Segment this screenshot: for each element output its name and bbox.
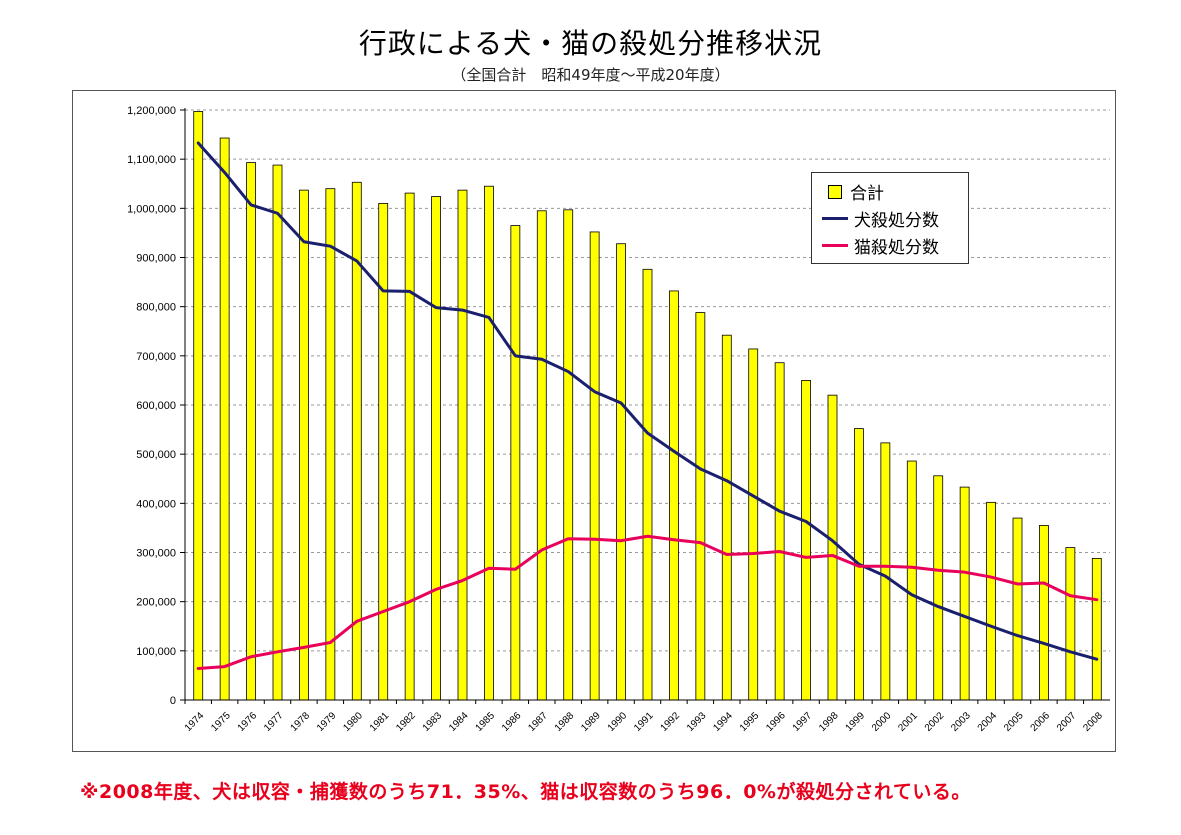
bar-total (404, 192, 415, 701)
legend-swatch-cat (822, 244, 848, 247)
bar-total (563, 209, 574, 701)
x-tick-label: 1990 (606, 710, 630, 734)
bar-total (193, 111, 204, 701)
legend-label-dog: 犬殺処分数 (854, 211, 939, 231)
x-tick-label: 1980 (341, 710, 365, 734)
y-tick-label: 500,000 (136, 449, 176, 461)
x-tick-label: 1995 (738, 710, 762, 734)
bar-total (457, 189, 468, 701)
x-tick-label: 2004 (976, 710, 1000, 734)
x-tick-label: 1988 (553, 710, 577, 734)
y-tick-label: 900,000 (136, 253, 176, 265)
bar-total (669, 290, 679, 701)
bar-total (431, 196, 441, 701)
x-tick-label: 1982 (394, 710, 418, 734)
x-tick-label: 1997 (791, 710, 815, 734)
x-tick-label: 1981 (368, 710, 392, 734)
x-tick-label: 1974 (183, 710, 207, 734)
bar-total (1039, 525, 1049, 701)
bar-total (801, 380, 811, 701)
x-tick-label: 2005 (1002, 710, 1026, 734)
legend-label-total: 合計 (850, 184, 884, 204)
chart-legend: 合計 犬殺処分数 猫殺処分数 (811, 172, 969, 264)
series-line-cat (196, 534, 1099, 671)
bar-total (748, 348, 759, 701)
legend-entry-dog: 犬殺処分数 (822, 205, 968, 232)
x-tick-label: 1976 (236, 710, 260, 734)
bar-total (827, 394, 838, 701)
bar-total (642, 268, 653, 701)
bar-total (378, 203, 389, 701)
bar-total (219, 137, 230, 701)
x-tick-label: 1998 (817, 710, 841, 734)
x-tick-label: 2000 (870, 710, 894, 734)
bar-total (1012, 517, 1023, 701)
x-tick-label: 1989 (579, 710, 603, 734)
x-tick-label: 1984 (447, 710, 471, 734)
bar-total (906, 460, 917, 701)
bar-total (721, 334, 732, 701)
x-tick-label: 2003 (949, 710, 973, 734)
bar-total (589, 231, 600, 701)
bar-total (246, 162, 256, 701)
bar-total (272, 164, 283, 701)
bar-total (299, 189, 309, 701)
x-tick-label: 2001 (896, 710, 920, 734)
bar-total (933, 475, 944, 701)
x-tick-label: 1999 (844, 710, 868, 734)
legend-entry-cat: 猫殺処分数 (822, 232, 968, 259)
y-tick-label: 1,000,000 (127, 203, 176, 215)
y-tick-label: 0 (170, 695, 176, 707)
bar-total (959, 486, 970, 701)
y-tick-label: 800,000 (136, 302, 176, 314)
x-tick-label: 1986 (500, 710, 524, 734)
chart-title: 行政による犬・猫の殺処分推移状況 (358, 27, 823, 60)
bar-total (1091, 558, 1102, 701)
y-tick-label: 300,000 (136, 548, 176, 560)
x-tick-label: 2008 (1081, 710, 1105, 734)
bar-total (616, 243, 626, 701)
x-tick-label: 1977 (262, 710, 286, 734)
x-tick-label: 2006 (1029, 710, 1053, 734)
x-tick-label: 1993 (685, 710, 709, 734)
bar-total (510, 225, 521, 701)
x-tick-label: 1994 (711, 710, 735, 734)
y-tick-label: 1,100,000 (127, 154, 176, 166)
bar-total (986, 501, 996, 701)
bar-total (880, 442, 891, 701)
y-tick-label: 700,000 (136, 351, 176, 363)
y-tick-label: 1,200,000 (127, 105, 176, 117)
series-line-dog (196, 141, 1099, 661)
y-tick-label: 400,000 (136, 498, 176, 510)
bar-total (536, 210, 547, 701)
y-tick-label: 200,000 (136, 597, 176, 609)
legend-swatch-total (828, 184, 842, 199)
x-tick-label: 1975 (209, 710, 233, 734)
x-tick-label: 1978 (289, 710, 313, 734)
legend-swatch-dog (822, 217, 848, 220)
x-tick-label: 1996 (764, 710, 788, 734)
x-tick-label: 1979 (315, 710, 339, 734)
chart-subtitle: （全国合計 昭和49年度～平成20年度） (451, 66, 730, 84)
bar-total (695, 312, 706, 701)
x-tick-label: 1992 (659, 710, 683, 734)
x-tick-label: 2002 (923, 710, 947, 734)
legend-entry-total: 合計 (822, 178, 968, 205)
bar-total (325, 188, 336, 701)
x-tick-label: 2007 (1055, 710, 1079, 734)
x-tick-label: 1983 (421, 710, 445, 734)
y-tick-label: 600,000 (136, 400, 176, 412)
footnote: ※2008年度、犬は収容・捕獲数のうち71．35%、猫は収容数のうち96．0%が… (80, 781, 971, 803)
legend-label-cat: 猫殺処分数 (854, 238, 939, 258)
x-tick-label: 1991 (632, 710, 656, 734)
bar-total (774, 362, 785, 701)
y-tick-label: 100,000 (136, 646, 176, 658)
bar-total (1065, 547, 1076, 701)
x-tick-label: 1985 (474, 710, 498, 734)
bar-total (484, 185, 494, 701)
x-tick-label: 1987 (526, 710, 550, 734)
